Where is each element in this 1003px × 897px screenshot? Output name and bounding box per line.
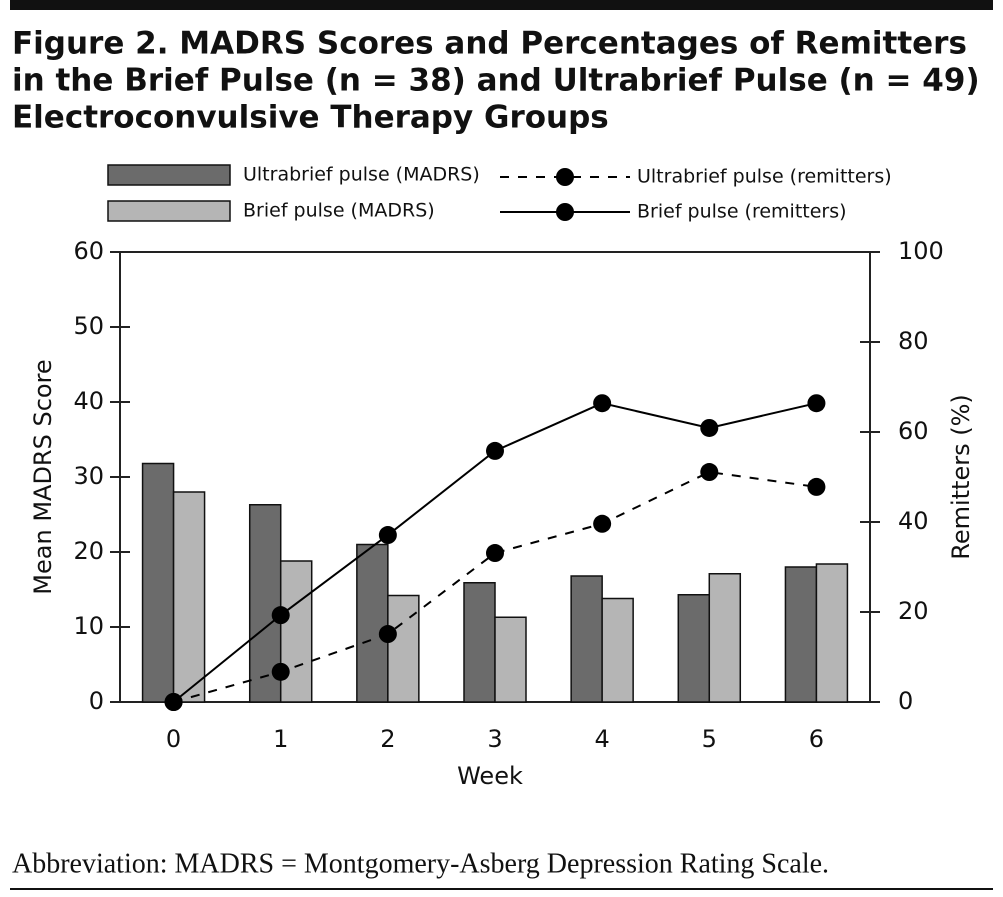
x-axis-label: Week (457, 762, 523, 790)
legend-dot (556, 168, 574, 186)
y-tick-label: 30 (73, 462, 104, 490)
bar (387, 594, 420, 703)
bottom-rule (10, 888, 993, 890)
x-tick-label: 5 (702, 725, 717, 753)
remitter-dot (378, 625, 397, 644)
legend-label: Brief pulse (MADRS) (243, 200, 435, 222)
remitter-dot (378, 526, 397, 545)
y-tick-label: 0 (89, 687, 104, 715)
y2-tick-label: 100 (898, 237, 944, 265)
remitter-dot (593, 394, 612, 413)
legend-label: Ultrabrief pulse (remitters) (637, 166, 892, 188)
title-line: Electroconvulsive Therapy Groups (12, 100, 609, 136)
y-tick-label: 50 (73, 312, 104, 340)
y-tick-label: 60 (73, 237, 104, 265)
bar (601, 597, 634, 703)
bar (494, 616, 527, 703)
x-tick-label: 4 (595, 725, 610, 753)
footnote: Abbreviation: MADRS = Montgomery-Asberg … (12, 848, 829, 879)
remitter-dot (700, 463, 719, 482)
legend-label: Ultrabrief pulse (MADRS) (243, 164, 480, 186)
bar (248, 504, 282, 703)
bar (677, 594, 711, 703)
x-tick-label: 0 (166, 725, 181, 753)
bar (172, 491, 206, 703)
y2-tick-label: 40 (898, 507, 929, 535)
title-line: in the Brief Pulse (n = 38) and Ultrabri… (12, 63, 980, 99)
y2-tick-label: 20 (898, 597, 929, 625)
remitter-dot (486, 441, 504, 460)
bar (356, 543, 389, 703)
bar (570, 575, 603, 703)
y2-tick-label: 80 (898, 327, 929, 355)
bar (708, 573, 742, 703)
remitter-dot (486, 544, 504, 563)
x-tick-label: 2 (380, 725, 395, 753)
legend-swatch (107, 200, 231, 222)
y2-tick-label: 60 (898, 417, 929, 445)
remitter-dot (593, 514, 612, 533)
remitter-dot (807, 477, 826, 496)
remitter-dot (700, 418, 719, 437)
title-line: Figure 2. MADRS Scores and Percentages o… (12, 26, 967, 62)
remitter-dot (807, 394, 826, 413)
y-tick-label: 40 (73, 387, 104, 415)
legend-swatch (107, 164, 231, 186)
y2-axis-label: Remitters (%) (947, 394, 975, 560)
x-tick-label: 6 (809, 725, 824, 753)
bar (784, 566, 818, 703)
legend-label: Brief pulse (remitters) (637, 201, 847, 223)
legend-dot (556, 203, 574, 221)
y-tick-label: 20 (73, 537, 104, 565)
y-tick-label: 10 (73, 612, 104, 640)
x-tick-label: 3 (487, 725, 502, 753)
remitter-dot (271, 662, 290, 681)
y-axis-label: Mean MADRS Score (29, 359, 57, 594)
bar (279, 560, 313, 703)
bar (463, 582, 496, 703)
bar (141, 462, 175, 703)
bar (815, 563, 849, 703)
top-rule (10, 0, 993, 10)
remitter-dot (164, 693, 183, 711)
x-tick-label: 1 (273, 725, 288, 753)
y2-tick-label: 0 (898, 687, 913, 715)
remitter-dot (271, 606, 290, 625)
